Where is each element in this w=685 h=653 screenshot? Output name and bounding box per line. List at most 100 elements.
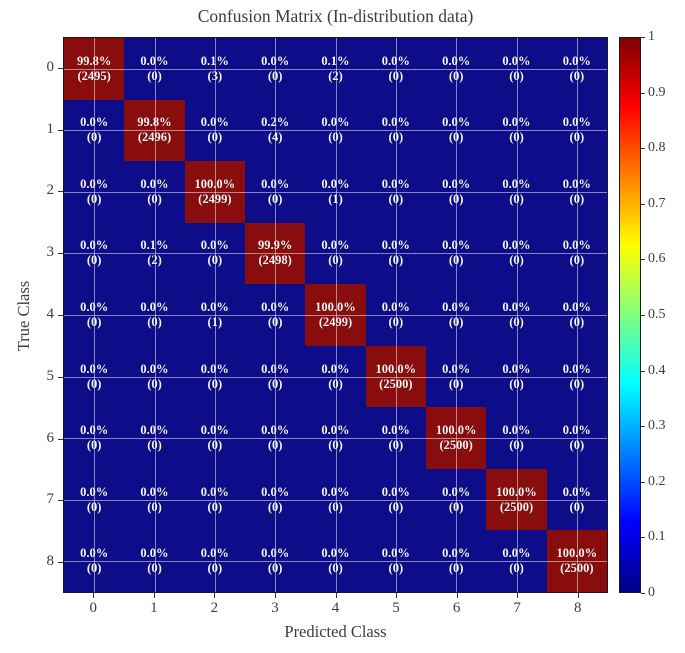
cell-count: (0) <box>389 130 404 145</box>
y-tick-label: 6 <box>46 429 55 446</box>
cell-count: (0) <box>147 561 162 576</box>
cell-percent: 0.1% <box>140 238 168 253</box>
cell-count: (0) <box>328 253 343 268</box>
cell-count: (0) <box>509 315 524 330</box>
matrix-cell: 0.0%(0) <box>546 407 607 469</box>
cell-count: (0) <box>449 500 464 515</box>
x-tick-mark <box>577 593 579 598</box>
cell-count: (0) <box>449 253 464 268</box>
cell-percent: 0.0% <box>201 300 229 315</box>
cell-count: (0) <box>570 253 585 268</box>
cell-count: (2500) <box>500 500 533 515</box>
cell-percent: 0.0% <box>502 423 530 438</box>
x-tick-label: 0 <box>89 600 98 616</box>
matrix-cell: 0.0%(0) <box>546 284 607 346</box>
x-axis-label: Predicted Class <box>284 622 387 641</box>
cell-count: (0) <box>389 192 404 207</box>
colorbar-tick-label: 0.3 <box>648 418 666 434</box>
matrix-heatmap: 99.8%(2495)0.0%(0)0.1%(3)0.0%(0)0.1%(2)0… <box>63 37 608 593</box>
colorbar-tick-label: 0.7 <box>648 195 666 211</box>
cell-percent: 0.0% <box>563 238 591 253</box>
cell-count: (0) <box>147 192 162 207</box>
cell-percent: 0.0% <box>140 300 168 315</box>
cell-count: (0) <box>509 377 524 392</box>
y-tick-label: 2 <box>46 182 55 199</box>
x-tick-mark <box>153 593 155 598</box>
colorbar-tick-label: 1 <box>648 29 655 44</box>
colorbar-tick-mark <box>641 37 645 38</box>
y-tick-label: 1 <box>46 120 55 137</box>
colorbar-tick-label: 0.4 <box>648 362 666 378</box>
y-tick-mark <box>58 191 63 193</box>
cell-percent: 0.0% <box>502 300 530 315</box>
cell-percent: 0.0% <box>321 177 349 192</box>
y-tick-mark <box>58 315 63 316</box>
cell-count: (0) <box>328 500 343 515</box>
cell-count: (0) <box>509 69 524 84</box>
cell-percent: 0.0% <box>140 546 168 561</box>
cell-count: (1) <box>208 315 223 330</box>
gridline <box>456 38 458 592</box>
cell-percent: 0.0% <box>382 115 410 130</box>
cell-percent: 0.0% <box>140 54 168 69</box>
gridline <box>335 38 337 592</box>
cell-percent: 0.0% <box>563 115 591 130</box>
colorbar-tick-mark <box>641 259 645 261</box>
gridline <box>516 38 518 592</box>
colorbar-tick-label: 0.2 <box>648 473 666 489</box>
x-tick-mark <box>214 593 216 598</box>
cell-count: (0) <box>509 561 524 576</box>
y-tick-mark <box>58 129 63 131</box>
cell-percent: 0.0% <box>201 362 229 377</box>
colorbar-tick-mark <box>641 593 645 594</box>
cell-percent: 100.0% <box>195 177 236 192</box>
cell-percent: 0.0% <box>201 238 229 253</box>
cell-percent: 0.0% <box>321 546 349 561</box>
cell-percent: 0.0% <box>382 300 410 315</box>
cell-percent: 0.1% <box>321 54 349 69</box>
cell-percent: 0.0% <box>563 300 591 315</box>
cell-count: (0) <box>509 253 524 268</box>
cell-count: (0) <box>570 130 585 145</box>
cell-percent: 0.0% <box>140 485 168 500</box>
y-tick-mark <box>58 253 63 255</box>
cell-percent: 0.0% <box>140 362 168 377</box>
colorbar-tick-label: 0.9 <box>648 84 666 100</box>
cell-percent: 0.0% <box>563 485 591 500</box>
cell-percent: 0.0% <box>382 423 410 438</box>
colorbar-tick-label: 0.1 <box>648 529 666 545</box>
cell-percent: 0.0% <box>382 485 410 500</box>
cell-count: (2499) <box>198 192 231 207</box>
cell-count: (0) <box>147 315 162 330</box>
cell-percent: 0.0% <box>321 362 349 377</box>
cell-percent: 0.0% <box>140 177 168 192</box>
cell-count: (0) <box>570 377 585 392</box>
x-tick-mark <box>396 593 398 598</box>
cell-percent: 0.0% <box>563 54 591 69</box>
cell-count: (2) <box>147 253 162 268</box>
cell-count: (0) <box>389 500 404 515</box>
x-tick-label: 6 <box>452 600 461 616</box>
cell-count: (1) <box>328 192 343 207</box>
colorbar-tick-mark <box>641 370 645 372</box>
cell-percent: 0.0% <box>563 177 591 192</box>
cell-percent: 0.0% <box>201 546 229 561</box>
cell-percent: 0.0% <box>201 485 229 500</box>
colorbar-tick-mark <box>641 481 645 483</box>
cell-count: (0) <box>268 377 283 392</box>
cell-count: (2500) <box>560 561 593 576</box>
cell-percent: 0.1% <box>201 54 229 69</box>
y-tick-label: 0 <box>46 58 55 75</box>
cell-percent: 0.0% <box>382 54 410 69</box>
cell-count: (0) <box>509 438 524 453</box>
cell-percent: 0.0% <box>321 238 349 253</box>
cell-percent: 0.0% <box>502 238 530 253</box>
x-tick-label: 8 <box>573 600 582 616</box>
cell-count: (0) <box>570 192 585 207</box>
gridline <box>64 376 607 378</box>
gridline <box>395 38 397 592</box>
cell-percent: 99.8% <box>137 115 171 130</box>
matrix-cell: 0.0%(0) <box>486 284 547 346</box>
x-tick-label: 7 <box>513 600 521 616</box>
cell-percent: 0.0% <box>140 423 168 438</box>
